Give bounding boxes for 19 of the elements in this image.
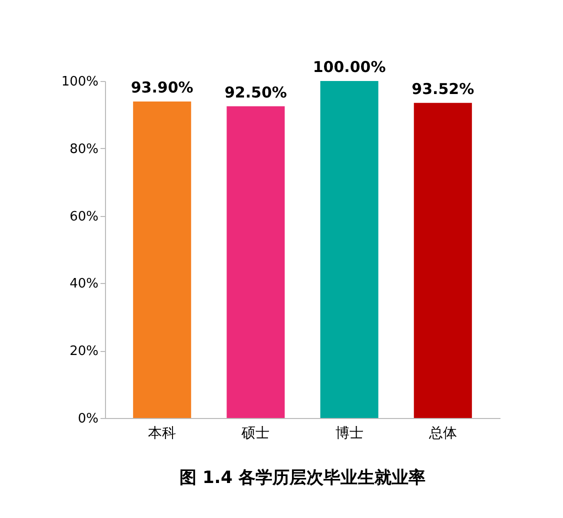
x-tick-label: 博士 [335, 426, 364, 442]
text: 图 1.4 各学历层次毕业生就业率 [180, 468, 426, 488]
y-tick-label: 20% [70, 344, 98, 360]
bar [414, 102, 472, 418]
bar [320, 81, 378, 418]
y-tick-label: 40% [70, 276, 98, 292]
data-label: 100.00% [312, 58, 386, 76]
bar [226, 106, 285, 418]
data-label: 93.90% [130, 78, 194, 97]
x-tick-label: 本科 [148, 426, 176, 442]
data-label: 92.50% [224, 83, 287, 102]
y-tick-label: 100% [61, 74, 98, 90]
y-tick-label: 60% [70, 209, 98, 224]
data-label: 93.52% [412, 80, 474, 98]
x-tick-label: 硕士 [240, 426, 270, 442]
y-tick-label: 80% [70, 142, 98, 157]
x-tick-label: 总体 [428, 426, 457, 442]
bar [133, 102, 192, 418]
y-tick-label: 0% [78, 412, 98, 426]
